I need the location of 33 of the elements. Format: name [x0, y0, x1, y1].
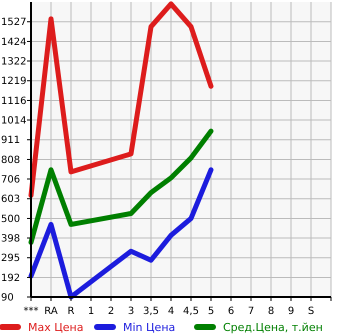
y-tick-label: 1014 [1, 116, 26, 126]
y-tick-label: 1219 [1, 76, 26, 88]
legend-label: Min Цена [123, 320, 176, 334]
y-tick-label: 1116 [1, 96, 26, 107]
y-tick-label: 911 [1, 135, 20, 146]
x-tick-label: 6 [228, 306, 234, 317]
y-tick-label: 1322 [1, 56, 26, 68]
x-tick-label: 2 [108, 306, 114, 317]
y-tick-label: 603 [1, 194, 20, 206]
legend-label: Max Цена [28, 320, 84, 334]
x-tick-label: 8 [268, 306, 274, 317]
x-tick-label: 5 [208, 306, 214, 317]
y-tick-label: 295 [1, 253, 20, 264]
x-tick-label: 4,5 [183, 306, 199, 317]
x-tick-label: 9 [288, 306, 294, 317]
x-tick-label: RA [44, 306, 58, 317]
y-tick-label: 192 [1, 272, 20, 284]
x-tick-label: 4 [168, 306, 174, 317]
y-tick-label: 500 [1, 214, 20, 225]
y-tick-label: 1424 [1, 36, 26, 48]
y-tick-label: 808 [1, 154, 20, 166]
x-tick-label: *** [24, 306, 38, 317]
y-tick-label: 398 [1, 234, 20, 244]
x-tick-label: 3 [128, 306, 134, 317]
x-tick-label: 1 [88, 306, 94, 317]
x-tick-label: 3,5 [143, 306, 159, 317]
y-tick-label: 90 [1, 292, 14, 304]
legend-label: Сред.Цена, т.йен [223, 320, 323, 334]
x-tick-label: S [308, 306, 314, 317]
y-tick-label: 1527 [1, 17, 26, 28]
x-tick-label: 7 [248, 306, 254, 317]
y-tick-label: 706 [1, 174, 20, 186]
x-tick-label: R [68, 306, 75, 317]
